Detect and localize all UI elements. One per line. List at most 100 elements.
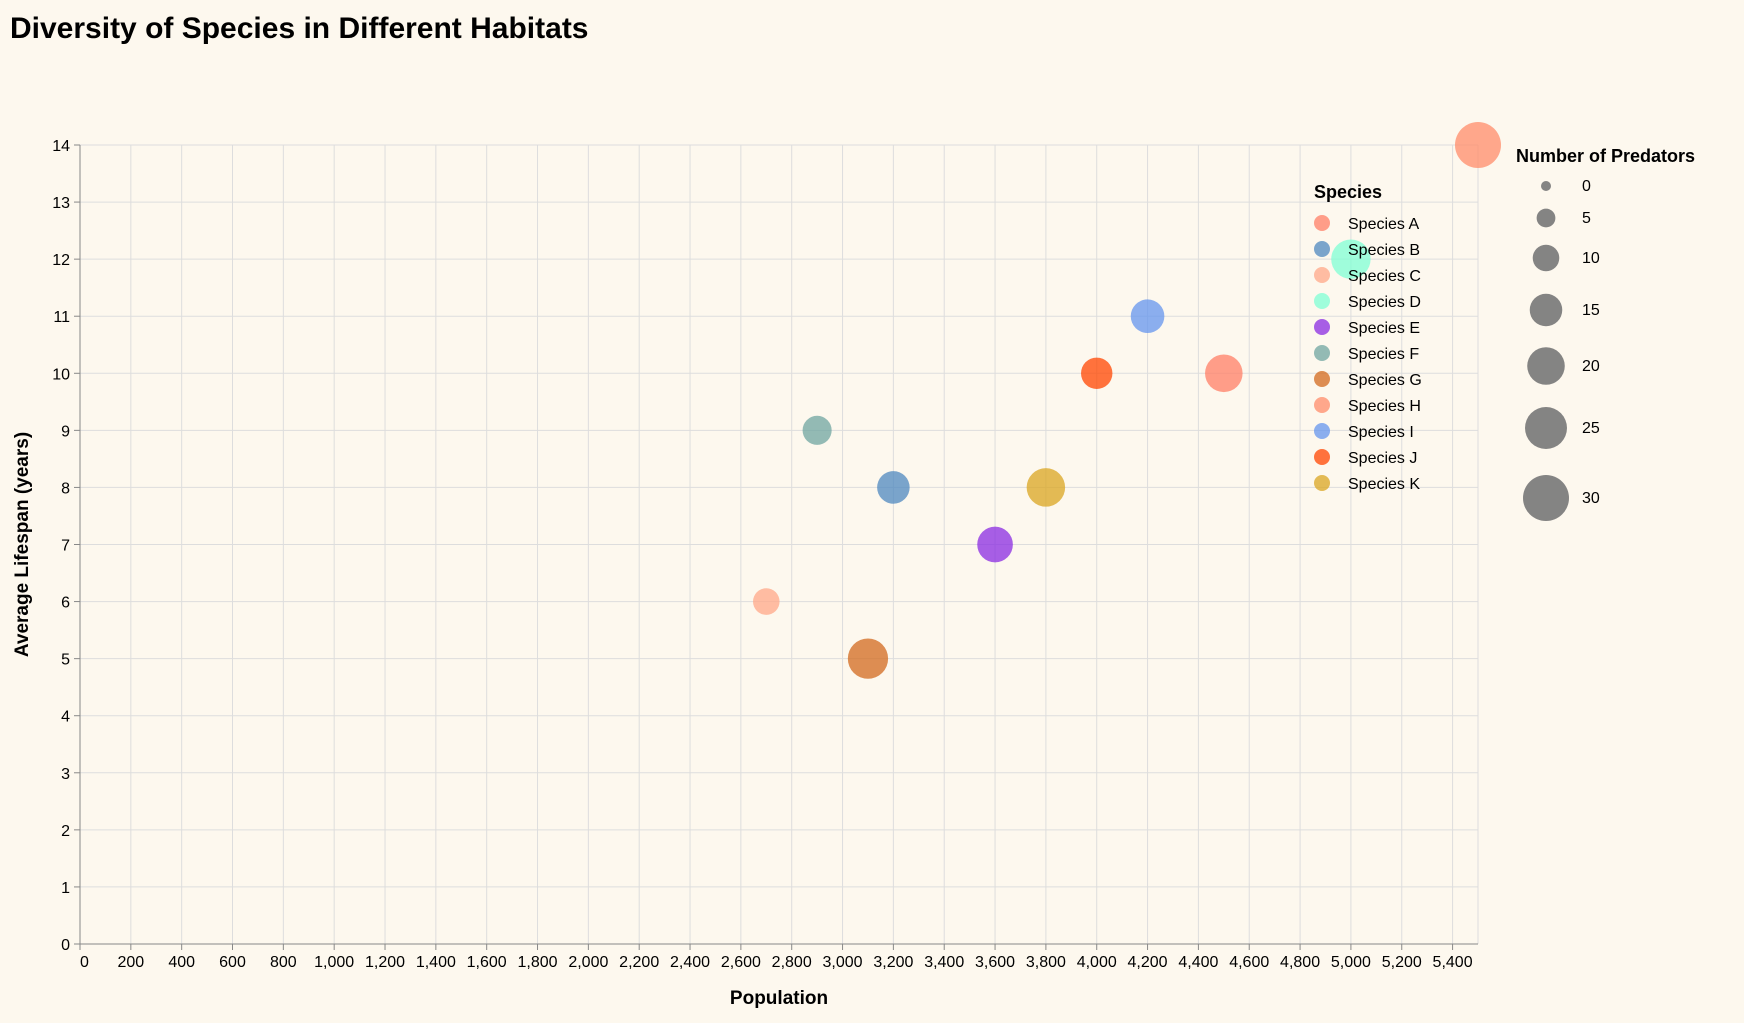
legend-swatch [1314, 449, 1330, 465]
legend-label: Species A [1348, 216, 1419, 233]
grid [79, 144, 1479, 945]
x-tick-label: 4,200 [1128, 954, 1168, 971]
legend-swatch [1314, 267, 1330, 283]
y-tick-label: 5 [61, 652, 70, 669]
y-tick-label: 13 [52, 195, 70, 212]
x-tick-label: 3,400 [924, 954, 964, 971]
x-tick-label: 2,800 [772, 954, 812, 971]
x-tick-label: 600 [219, 954, 246, 971]
x-axis-title: Population [730, 988, 828, 1009]
legend-swatch [1314, 319, 1330, 335]
y-tick-label: 10 [52, 366, 70, 383]
x-tick-label: 2,600 [721, 954, 761, 971]
y-tick-label: 1 [61, 880, 70, 897]
y-tick-label: 7 [61, 538, 70, 555]
y-tick-label: 8 [61, 480, 70, 497]
size-legend-label: 10 [1582, 250, 1600, 267]
y-tick-label: 2 [61, 823, 70, 840]
data-point-species-i [1130, 299, 1165, 334]
x-tick-label: 1,200 [365, 954, 405, 971]
x-tick-label: 3,600 [975, 954, 1015, 971]
y-axis-title: Average Lifespan (years) [12, 432, 33, 657]
size-legend-swatch [1527, 347, 1565, 385]
x-tick-label: 400 [168, 954, 195, 971]
species-legend-title: Species [1314, 182, 1382, 202]
legend-label: Species G [1348, 372, 1422, 389]
y-tick-label: 12 [52, 252, 70, 269]
y-tick-label: 6 [61, 595, 70, 612]
size-legend-label: 0 [1582, 178, 1591, 195]
x-tick-label: 2,200 [619, 954, 659, 971]
x-tick-label: 1,400 [416, 954, 456, 971]
size-legend-swatch [1532, 244, 1560, 272]
x-tick-label: 1,800 [518, 954, 558, 971]
size-legend-swatch [1541, 181, 1551, 191]
legend-label: Species I [1348, 424, 1414, 441]
data-points [753, 122, 1501, 679]
species-legend: Species Species A Species B Species C Speci… [1314, 182, 1422, 493]
x-tick-label: 4,800 [1280, 954, 1320, 971]
legend-swatch [1314, 475, 1330, 491]
x-tick-label: 800 [270, 954, 297, 971]
y-tick-label: 3 [61, 766, 70, 783]
legend-label: Species E [1348, 320, 1420, 337]
size-legend-label: 5 [1582, 210, 1591, 227]
x-tick-label: 5,400 [1433, 954, 1473, 971]
y-tick-label: 4 [61, 709, 70, 726]
legend-swatch [1314, 423, 1330, 439]
legend-label: Species H [1348, 398, 1421, 415]
legend-label: Species B [1348, 242, 1420, 259]
x-tick-label: 3,800 [1026, 954, 1066, 971]
data-point-species-g [847, 638, 889, 679]
legend-swatch [1314, 241, 1330, 257]
size-legend-label: 20 [1582, 358, 1600, 375]
legend-label: Species F [1348, 346, 1419, 363]
data-point-species-k [1026, 468, 1066, 507]
x-tick-label: 200 [117, 954, 144, 971]
size-legend-swatch [1523, 475, 1569, 521]
x-tick-label: 5,000 [1331, 954, 1371, 971]
axes: 0 200 400 600 800 1,000 1,200 1,400 1,600 1,800 2,… [52, 138, 1478, 971]
legend-label: Species K [1348, 476, 1420, 493]
legend-label: Species J [1348, 450, 1417, 467]
x-tick-label: 4,400 [1178, 954, 1218, 971]
data-point-species-b [877, 471, 910, 504]
data-point-species-f [802, 415, 832, 445]
legend-swatch [1314, 345, 1330, 361]
size-legend-label: 25 [1582, 420, 1600, 437]
x-tick-label: 0 [80, 954, 89, 971]
y-tick-label: 11 [53, 309, 70, 326]
predators-legend: Number of Predators 0 5 10 15 20 25 30 [1516, 146, 1695, 521]
y-tick-label: 9 [61, 423, 70, 440]
data-point-species-c [753, 588, 780, 615]
size-legend-label: 30 [1582, 490, 1600, 507]
size-legend-swatch [1525, 407, 1567, 449]
x-tick-label: 5,200 [1382, 954, 1422, 971]
x-tick-label: 2,000 [568, 954, 608, 971]
legend-swatch [1314, 215, 1330, 231]
x-tick-label: 4,600 [1229, 954, 1269, 971]
predators-legend-title: Number of Predators [1516, 146, 1695, 166]
size-legend-label: 15 [1582, 302, 1600, 319]
data-point-species-d [1331, 239, 1371, 279]
x-tick-label: 2,400 [670, 954, 710, 971]
x-tick-label: 1,000 [314, 954, 354, 971]
legend-label: Species C [1348, 268, 1421, 285]
chart-title: Diversity of Species in Different Habita… [10, 12, 589, 45]
data-point-species-e [977, 526, 1013, 563]
x-tick-label: 1,600 [467, 954, 507, 971]
legend-swatch [1314, 371, 1330, 387]
legend-swatch [1314, 293, 1330, 309]
y-tick-label: 0 [61, 937, 70, 954]
x-tick-label: 3,000 [823, 954, 863, 971]
data-point-species-h [1455, 122, 1501, 168]
y-tick-label: 14 [52, 138, 70, 155]
x-tick-label: 3,200 [873, 954, 913, 971]
data-point-species-a [1205, 354, 1243, 393]
size-legend-swatch [1529, 293, 1563, 327]
x-tick-label: 4,000 [1077, 954, 1117, 971]
legend-swatch [1314, 397, 1330, 413]
data-point-species-j [1081, 357, 1113, 389]
size-legend-swatch [1536, 208, 1556, 228]
